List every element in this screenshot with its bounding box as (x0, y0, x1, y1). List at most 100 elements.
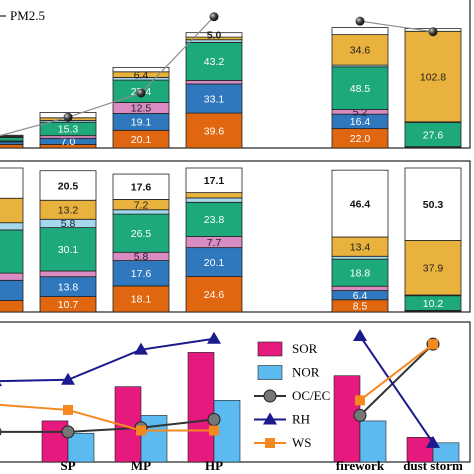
data-label: 27.6 (423, 129, 444, 141)
bar (359, 420, 387, 463)
line-marker (63, 112, 73, 122)
data-label: 23.8 (204, 214, 225, 226)
data-label: 15.3 (58, 124, 79, 136)
data-label: 20.1 (204, 257, 225, 269)
bar-segment (39, 170, 97, 201)
bar-segment (331, 255, 389, 260)
line-marker (0, 427, 2, 437)
bar-segment (331, 169, 389, 238)
data-label: 6.4 (134, 69, 149, 81)
legend-label: NOR (292, 364, 320, 379)
x-tick-label: SP (60, 458, 75, 473)
line-marker (428, 339, 438, 350)
bar-segment (404, 30, 462, 123)
bar-segment (185, 80, 243, 85)
data-label: 26.5 (131, 228, 152, 240)
bar-segment (0, 141, 24, 145)
line-marker (353, 328, 367, 341)
x-tick-label: MP (131, 458, 151, 473)
bar-segment (0, 300, 24, 313)
bar-segment (185, 32, 243, 38)
bar-segment (0, 144, 24, 149)
line-marker (209, 425, 219, 436)
line-marker (207, 331, 221, 344)
data-label: 13.2 (58, 205, 79, 217)
data-label: 30.1 (58, 244, 79, 256)
legend-label: PM2.5 (10, 8, 45, 23)
line (0, 343, 434, 433)
line-marker (263, 389, 277, 403)
x-tick-label: dust storm (403, 458, 463, 473)
data-label: 17.1 (204, 175, 225, 187)
bar-segment (404, 167, 462, 241)
bar-segment (185, 197, 243, 203)
data-label: 37.9 (423, 263, 444, 275)
data-label: 19.1 (131, 117, 152, 129)
bar-segment (0, 135, 24, 138)
bar-segment (331, 285, 389, 291)
data-label: 17.6 (131, 268, 152, 280)
data-label: 8.5 (353, 301, 368, 313)
line (0, 335, 434, 444)
data-label: 18.1 (131, 294, 152, 306)
bar-segment (0, 229, 24, 274)
line-marker (134, 342, 148, 355)
legend-label: RH (292, 411, 310, 426)
bar-segment (0, 272, 24, 281)
data-label: 10.7 (58, 299, 79, 311)
data-label: 6.4 (353, 290, 368, 302)
data-label: 13.4 (350, 241, 371, 253)
bar-segment (0, 134, 24, 137)
bar-segment (112, 285, 170, 313)
bar-segment (0, 140, 24, 143)
line-marker (428, 27, 438, 37)
data-label: 33.1 (204, 93, 225, 105)
line-marker (355, 16, 365, 26)
line-marker (353, 408, 367, 422)
line-marker (61, 372, 75, 385)
data-label: 7.2 (134, 199, 149, 211)
bar-segment (331, 34, 389, 66)
data-label: 39.6 (204, 125, 225, 137)
bar-segment (0, 197, 24, 224)
bar-segment (331, 66, 389, 110)
legend-label: WS (292, 435, 312, 450)
bar-segment (39, 227, 97, 272)
legend-label: OC/EC (292, 388, 330, 403)
bar (140, 415, 168, 463)
bar (406, 437, 434, 463)
legend-swatch (257, 341, 283, 357)
line-marker (355, 395, 365, 406)
bar-segment (185, 201, 243, 237)
line-marker (265, 438, 275, 448)
data-label: 16.4 (350, 116, 371, 128)
bar-segment (404, 121, 462, 148)
bar-segment (112, 260, 170, 287)
bar-segment (39, 270, 97, 278)
bar-segment (185, 167, 243, 194)
line-marker (136, 88, 146, 98)
data-label: 7.7 (207, 237, 222, 249)
data-label: 24.6 (204, 289, 225, 301)
data-label: 102.8 (420, 71, 446, 83)
bar (187, 352, 215, 463)
line-marker (0, 382, 2, 387)
data-label: 5.0 (207, 30, 222, 42)
bar-segment (404, 240, 462, 296)
line-marker (207, 413, 221, 427)
bar-segment (185, 192, 243, 199)
data-label: 12.5 (131, 103, 152, 115)
line-marker (263, 412, 277, 425)
bar-segment (331, 258, 389, 287)
data-label: 13.8 (58, 281, 79, 293)
line-marker (61, 425, 75, 439)
data-label: 18.8 (350, 267, 371, 279)
line (0, 343, 434, 432)
bar (67, 432, 95, 463)
data-label: 46.4 (350, 198, 371, 210)
x-tick-label: HP (205, 458, 223, 473)
bar-segment (0, 279, 24, 301)
bar-segment (112, 213, 170, 253)
